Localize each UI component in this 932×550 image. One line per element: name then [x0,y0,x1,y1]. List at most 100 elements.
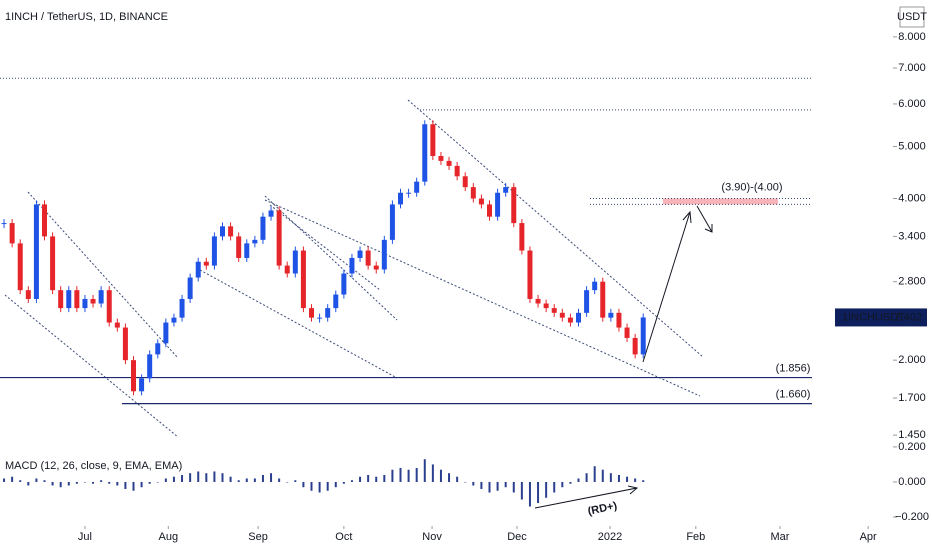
macd-bar [439,469,442,482]
macd-bar [148,481,151,484]
candle [58,290,64,309]
candle [309,308,314,318]
candle [187,277,193,299]
macd-bar [561,481,564,488]
candle [341,273,347,295]
candle [503,187,509,193]
y-tick-label: 2.000 [898,354,926,366]
candle [414,181,420,193]
candle [268,210,274,217]
macd-bar [537,481,540,504]
macd-bar [294,480,297,482]
macd-bar [391,469,394,482]
y-tick-label: 0.000 [898,476,926,488]
x-tick-label: Feb [686,531,705,543]
macd-bar [189,473,192,482]
candle [300,250,306,309]
macd-bar [326,481,329,491]
price-tag-symbol: 1INCHUSDT [842,311,905,323]
candle [292,250,298,274]
candle [139,378,145,392]
candle [203,261,209,266]
candle [349,257,355,274]
macd-bar [237,480,240,482]
macd-bar [108,481,111,484]
macd-bar [577,478,580,482]
candle [535,298,541,304]
y-tick-label: 6.000 [898,98,926,110]
y-tick-label: 1.700 [898,392,926,404]
candle [163,322,169,344]
currency: USDT [897,11,927,23]
candle [495,192,501,217]
candle [608,312,614,318]
macd-bar [350,480,353,482]
y-tick-label: 0.200 [898,441,926,453]
zone-label: (3.90)-(4.00) [721,181,782,193]
macd-bar [617,474,620,482]
macd-bar [626,476,629,482]
macd-bar [140,481,143,488]
candle [624,327,630,338]
macd-bar [520,481,523,500]
candle [454,165,460,177]
candle [98,290,104,304]
candle [422,124,428,182]
macd-bar [35,478,38,482]
candle [228,226,234,237]
macd-bar [59,481,62,488]
macd-bar [245,478,248,482]
macd-bar [431,464,434,482]
macd-bar [3,478,6,482]
macd-bar [585,473,588,482]
macd-bar [545,481,548,498]
candle [325,308,331,318]
x-tick-label: Apr [860,531,877,543]
candle [438,155,444,161]
candle [236,236,242,258]
candle [470,187,476,199]
macd-bar [156,481,159,483]
candle [527,250,533,299]
candle [430,124,436,156]
candle [600,281,606,318]
candle [284,265,290,274]
macd-bar [253,478,256,482]
x-tick-label: Jul [78,531,92,543]
macd-bar [92,481,95,484]
macd-bar [593,466,596,482]
y-tick-label: 7.000 [898,62,926,74]
macd-bar [310,481,313,491]
candle [357,250,363,258]
macd-bar [213,471,216,482]
candle [106,290,112,323]
candle [389,204,395,240]
candle [17,243,23,291]
candle [211,236,217,266]
candle [511,187,517,224]
macd-bar [423,459,426,482]
y-tick-label: 8.000 [898,31,926,43]
macd-bar [334,481,337,488]
macd-title: MACD (12, 26, close, 9, EMA, EMA) [5,460,182,472]
candle [25,290,31,299]
level-label: (1.856) [776,362,811,374]
candle [260,216,266,240]
candle [406,192,412,194]
macd-bar [27,481,30,486]
macd-bar [19,480,22,482]
macd-bar [116,481,119,486]
macd-bar [302,481,305,488]
y-tick-label: 3.400 [898,230,926,242]
candle [446,160,452,166]
candle [90,298,96,304]
macd-bar [132,481,135,491]
candle [559,312,565,318]
y-tick-label: 4.000 [898,192,926,204]
candle [381,239,387,270]
candle [147,354,153,379]
candle [632,337,638,355]
y-tick-label: −0.200 [895,511,929,523]
